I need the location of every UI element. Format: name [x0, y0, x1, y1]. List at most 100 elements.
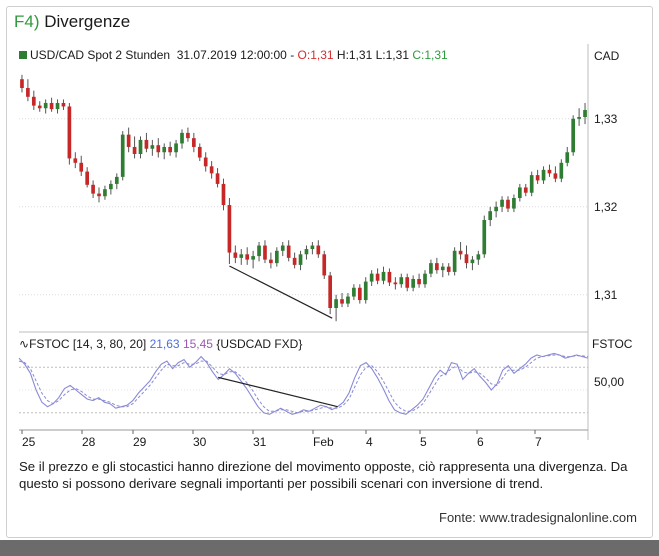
candle-down — [322, 254, 327, 276]
candle-down — [186, 132, 190, 139]
candle-down — [37, 105, 42, 109]
price-grid — [19, 118, 588, 296]
stoch-k-line — [18, 352, 589, 415]
x-tick-label: 29 — [133, 435, 147, 449]
candle-down — [26, 88, 30, 97]
figure-title: F4) Divergenze — [14, 12, 130, 32]
candle-up — [109, 183, 113, 190]
candle-down — [263, 245, 267, 260]
candle-up — [251, 256, 255, 260]
candle-down — [31, 96, 36, 106]
candle-up — [257, 245, 261, 257]
stoch-lines — [18, 352, 589, 415]
candle-down — [192, 138, 196, 147]
candle-down — [156, 145, 161, 153]
candles — [20, 74, 587, 322]
candle-down — [20, 79, 24, 88]
candle-up — [565, 152, 570, 163]
candle-up — [452, 250, 457, 272]
candle-down — [215, 173, 220, 184]
candle-up — [150, 145, 155, 149]
candle-down — [61, 102, 66, 107]
candle-down — [49, 102, 54, 110]
candle-down — [227, 205, 232, 253]
stoch-divergence-trendline — [218, 376, 338, 408]
price-tick-label: 1,31 — [594, 288, 618, 302]
x-axis: 25 28 29 30 31 Feb 4 5 6 7 — [19, 429, 588, 449]
candle-down — [393, 282, 398, 285]
candle-up — [529, 175, 534, 193]
candle-up — [369, 273, 374, 282]
candle-up — [43, 102, 48, 109]
candle-up — [363, 281, 368, 301]
candle-up — [298, 254, 303, 265]
stoch-panel-header: ∿FSTOC [14, 3, 80, 20] 21,63 15,45 {USDC… — [19, 337, 302, 351]
candle-down — [73, 158, 78, 163]
candle-down — [405, 277, 410, 288]
candle-up — [494, 206, 498, 212]
candle-up — [239, 254, 244, 258]
bottom-bar — [0, 540, 659, 556]
candle-down — [417, 278, 421, 285]
price-tick-label: 1,33 — [594, 112, 618, 126]
candle-up — [180, 132, 184, 144]
series-color-swatch — [19, 51, 27, 59]
candle-up — [571, 118, 576, 153]
candle-down — [126, 134, 131, 147]
candle-down — [375, 273, 380, 281]
candle-down — [286, 245, 291, 258]
candle-up — [55, 102, 60, 110]
candle-up — [304, 249, 309, 255]
candle-down — [132, 146, 137, 154]
stoch-wave-icon: ∿ — [19, 337, 30, 351]
candle-down — [269, 259, 273, 264]
x-tick-label: Feb — [313, 435, 334, 449]
stoch-d-line — [18, 354, 589, 414]
x-tick-label: 7 — [535, 435, 542, 449]
candle-down — [553, 173, 558, 179]
candle-down — [85, 171, 89, 185]
candle-down — [79, 162, 84, 172]
candle-up — [114, 176, 119, 184]
figure-number: F4) — [14, 12, 40, 31]
candle-down — [446, 266, 451, 272]
candle-down — [97, 193, 101, 197]
source-credit: Fonte: www.tradesignalonline.com — [439, 510, 637, 525]
candle-down — [144, 139, 149, 149]
candle-up — [399, 277, 404, 285]
open-value: O:1,31 — [297, 48, 334, 62]
candle-down — [203, 157, 208, 167]
candle-down — [292, 257, 297, 265]
candle-up — [488, 211, 493, 220]
candle-up — [280, 245, 285, 251]
candle-down — [328, 275, 333, 308]
candle-up — [310, 245, 315, 250]
x-tick-label: 5 — [420, 435, 427, 449]
close-value: C:1,31 — [412, 48, 448, 62]
price-panel-header: USD/CAD Spot 2 Stunden 31.07.2019 12:00:… — [19, 48, 448, 62]
x-tick-label: 28 — [82, 435, 96, 449]
price-tick-label: 1,32 — [594, 200, 618, 214]
stoch-level-label: 50,00 — [594, 375, 624, 389]
candle-up — [103, 189, 107, 197]
price-axis: 1,31 1,32 1,33 — [19, 44, 618, 440]
candle-up — [346, 296, 350, 304]
candle-up — [352, 287, 356, 297]
candle-down — [340, 299, 344, 304]
candle-down — [523, 187, 528, 193]
candle-down — [67, 106, 72, 159]
candle-up — [577, 117, 581, 119]
x-tick-label: 6 — [477, 435, 484, 449]
candle-up — [440, 266, 445, 271]
candle-up — [500, 199, 504, 207]
candle-down — [316, 245, 321, 255]
candle-down — [435, 263, 439, 271]
candle-up — [174, 143, 178, 153]
candle-down — [91, 184, 95, 194]
low-value: L:1,31 — [375, 48, 409, 62]
candle-up — [162, 146, 167, 153]
candle-up — [583, 110, 587, 118]
stoch-axis-title: FSTOC — [592, 337, 633, 351]
candle-up — [518, 187, 522, 198]
